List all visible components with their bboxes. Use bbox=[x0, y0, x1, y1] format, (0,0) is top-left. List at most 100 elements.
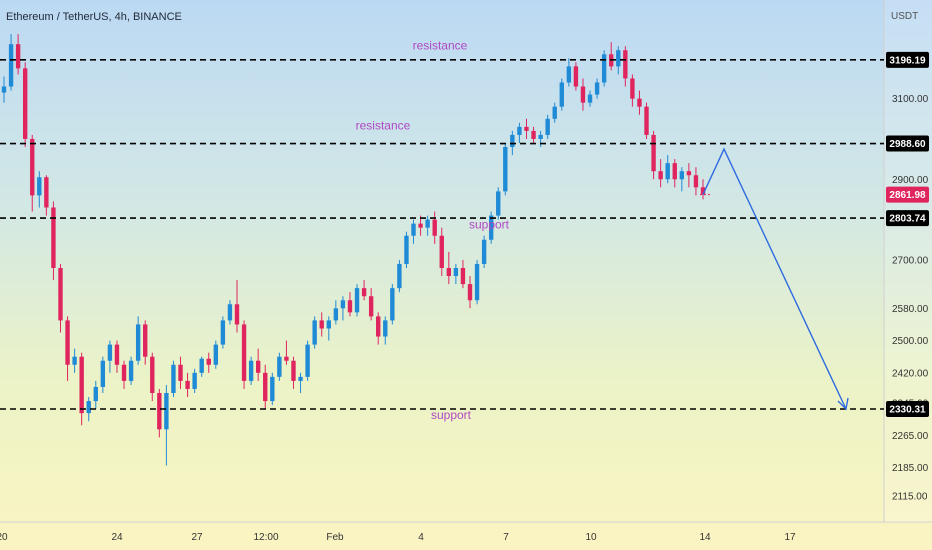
candle-body bbox=[227, 304, 233, 321]
candle-body bbox=[630, 78, 635, 99]
candle-body bbox=[284, 356, 289, 361]
candle-body bbox=[340, 300, 346, 309]
projection-arrow bbox=[702, 147, 847, 410]
candle-body bbox=[432, 219, 437, 236]
candle-body bbox=[361, 288, 367, 297]
candle-body bbox=[517, 126, 522, 135]
candle-body bbox=[192, 372, 197, 389]
candle-body bbox=[121, 364, 127, 381]
currency-text: USDT bbox=[891, 11, 918, 22]
candle-body bbox=[135, 324, 141, 361]
candle-body bbox=[72, 356, 77, 365]
candle-body bbox=[679, 171, 685, 180]
x-tick-label: 7 bbox=[503, 532, 509, 543]
candle-body bbox=[460, 267, 466, 285]
candle-body bbox=[390, 288, 395, 321]
candle-body bbox=[446, 267, 452, 277]
candle-body bbox=[587, 94, 593, 103]
candle-body bbox=[107, 344, 113, 361]
candle-body bbox=[439, 235, 444, 268]
candle-body bbox=[644, 106, 649, 135]
candle-body bbox=[185, 380, 190, 389]
candle-body bbox=[15, 44, 21, 69]
candle-body bbox=[79, 356, 84, 414]
candle-body bbox=[503, 147, 508, 192]
level-annotation: support bbox=[431, 408, 472, 422]
x-tick-label: 4 bbox=[418, 532, 424, 543]
candle-body bbox=[206, 358, 211, 365]
candle-body bbox=[277, 356, 282, 377]
candle-body bbox=[114, 344, 120, 365]
candle-body bbox=[397, 263, 402, 289]
candle-body bbox=[93, 386, 98, 402]
candle-body bbox=[524, 126, 529, 131]
candle-body bbox=[686, 171, 692, 176]
currency-label[interactable]: USDT bbox=[891, 11, 918, 22]
candle-body bbox=[199, 358, 204, 373]
candle-body bbox=[150, 356, 155, 393]
candle-body bbox=[241, 324, 247, 381]
candle-body bbox=[510, 134, 515, 148]
x-tick-label: 17 bbox=[784, 532, 796, 543]
candle-body bbox=[538, 134, 543, 139]
candle-body bbox=[213, 344, 219, 365]
level-price-badge bbox=[886, 210, 929, 227]
chart-title: Ethereum / TetherUS, 4h, BINANCE bbox=[6, 11, 182, 23]
candle-body bbox=[8, 44, 14, 87]
candle-body bbox=[481, 239, 487, 264]
candle-body bbox=[531, 130, 536, 139]
candle-body bbox=[255, 360, 261, 373]
candle-body bbox=[658, 171, 663, 180]
candle-body bbox=[672, 163, 677, 180]
candle-body bbox=[411, 223, 416, 236]
candle-body bbox=[30, 138, 35, 196]
candle-body bbox=[86, 401, 91, 414]
candle-body bbox=[305, 344, 310, 377]
candle-body bbox=[545, 118, 550, 135]
price-axis-panel bbox=[884, 0, 932, 522]
projection-arrowhead bbox=[837, 397, 849, 411]
candle-body bbox=[270, 376, 275, 402]
candle-body bbox=[418, 223, 423, 228]
candle-body bbox=[37, 177, 42, 196]
level-price-badge bbox=[886, 400, 929, 417]
candle-body bbox=[1, 86, 7, 93]
level-price-label: 2988.60 bbox=[889, 139, 926, 150]
level-annotation: resistance bbox=[356, 118, 411, 132]
candle-body bbox=[376, 316, 381, 337]
candle-body bbox=[467, 284, 473, 301]
candle-body bbox=[100, 360, 106, 387]
candle-body bbox=[601, 54, 607, 83]
candle-body bbox=[347, 300, 353, 313]
candle-body bbox=[616, 50, 621, 67]
candle-body bbox=[425, 219, 430, 228]
candle-body bbox=[22, 68, 28, 139]
level-annotation: support bbox=[469, 217, 510, 231]
candle-body bbox=[178, 364, 183, 381]
candle-body bbox=[65, 320, 70, 365]
candle-body bbox=[51, 207, 56, 268]
candle-body bbox=[368, 296, 374, 317]
candle-body bbox=[474, 263, 480, 301]
y-tick-label: 3100.00 bbox=[892, 94, 929, 105]
candle-body bbox=[157, 392, 162, 430]
candle-body bbox=[651, 134, 656, 172]
candle-body bbox=[383, 320, 388, 337]
candle-body bbox=[566, 66, 572, 83]
candle-body bbox=[559, 82, 564, 107]
candle-body bbox=[700, 187, 706, 195]
candle-body bbox=[291, 360, 296, 381]
candle-body bbox=[594, 82, 600, 95]
x-tick-label: 24 bbox=[111, 532, 123, 543]
x-tick-label: 27 bbox=[191, 532, 203, 543]
candle-body bbox=[44, 177, 49, 208]
x-tick-label: 14 bbox=[699, 532, 711, 543]
y-tick-label: 2700.00 bbox=[892, 255, 929, 266]
level-price-badge bbox=[886, 51, 929, 68]
candle-body bbox=[573, 66, 579, 87]
candle-body bbox=[333, 308, 339, 321]
candle-body bbox=[453, 267, 459, 277]
level-annotation: resistance bbox=[413, 38, 468, 52]
